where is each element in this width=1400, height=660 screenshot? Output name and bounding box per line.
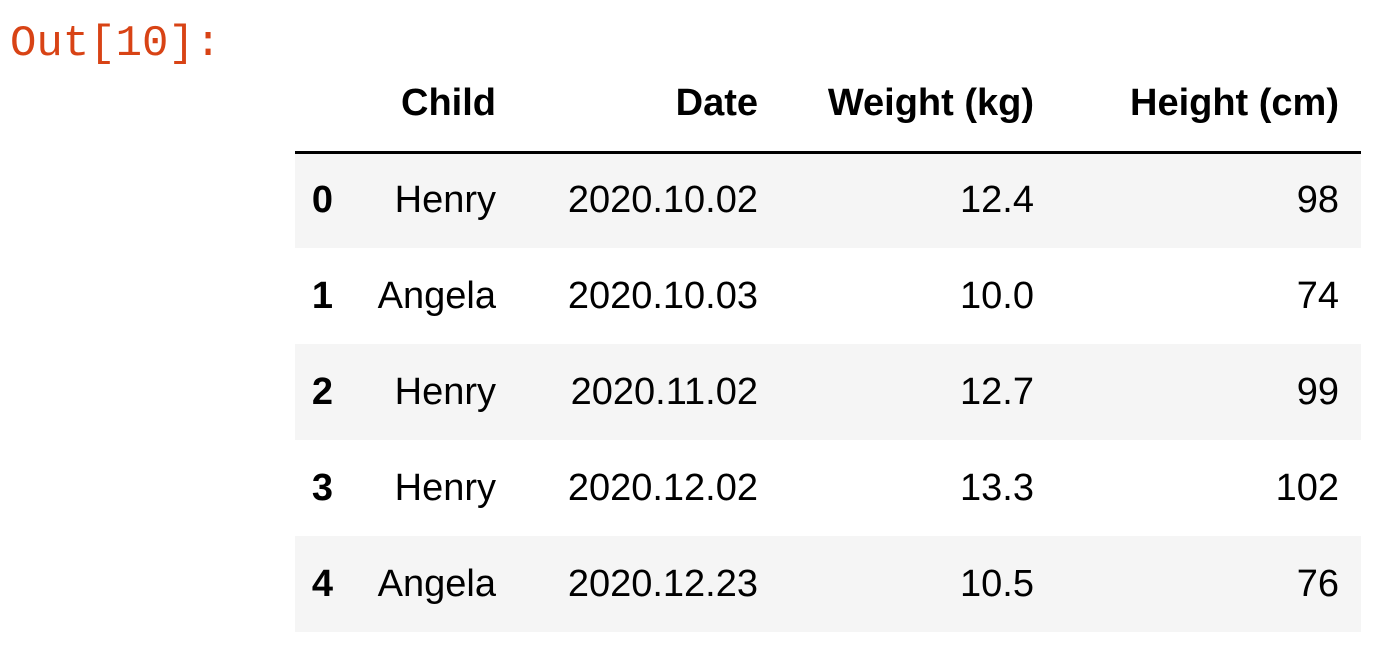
date-cell: 2020.10.03 bbox=[567, 274, 758, 317]
weight-cell: 13.3 bbox=[960, 466, 1034, 509]
child-column-header: Child bbox=[342, 56, 518, 154]
table-row: 0 Henry 2020.10.02 12.4 98 bbox=[295, 152, 1361, 248]
height-cell: 74 bbox=[1296, 274, 1339, 317]
weight-column-header: Weight (kg) bbox=[780, 56, 1056, 154]
row-index: 1 bbox=[311, 274, 334, 317]
weight-cell: 10.5 bbox=[960, 562, 1034, 605]
child-cell: Angela bbox=[377, 562, 496, 605]
row-index: 3 bbox=[311, 466, 334, 509]
table-header-row: Child Date Weight (kg) Height (cm) bbox=[295, 56, 1361, 154]
weight-cell: 10.0 bbox=[960, 274, 1034, 317]
dataframe-table: Child Date Weight (kg) Height (cm) 0 Hen… bbox=[295, 56, 1361, 632]
table-row: 4 Angela 2020.12.23 10.5 76 bbox=[295, 536, 1361, 632]
row-index: 0 bbox=[311, 179, 334, 222]
date-cell: 2020.11.02 bbox=[570, 370, 758, 413]
dataframe-output: Child Date Weight (kg) Height (cm) 0 Hen… bbox=[295, 56, 1361, 632]
child-cell: Henry bbox=[394, 466, 496, 509]
child-cell: Henry bbox=[394, 179, 496, 222]
date-cell: 2020.12.23 bbox=[567, 562, 758, 605]
child-cell: Angela bbox=[377, 274, 496, 317]
height-column-header: Height (cm) bbox=[1056, 56, 1361, 154]
index-column-header bbox=[295, 56, 342, 154]
table-row: 2 Henry 2020.11.02 12.7 99 bbox=[295, 344, 1361, 440]
weight-cell: 12.7 bbox=[960, 370, 1034, 413]
table-row: 1 Angela 2020.10.03 10.0 74 bbox=[295, 248, 1361, 344]
child-cell: Henry bbox=[394, 370, 496, 413]
date-cell: 2020.10.02 bbox=[567, 179, 758, 222]
row-index: 2 bbox=[311, 370, 334, 413]
height-cell: 99 bbox=[1296, 370, 1339, 413]
table-row: 3 Henry 2020.12.02 13.3 102 bbox=[295, 440, 1361, 536]
height-cell: 76 bbox=[1296, 562, 1339, 605]
date-column-header: Date bbox=[518, 56, 780, 154]
row-index: 4 bbox=[311, 562, 334, 605]
weight-cell: 12.4 bbox=[960, 179, 1034, 222]
height-cell: 102 bbox=[1275, 466, 1339, 509]
output-prompt: Out[10]: bbox=[10, 19, 222, 69]
height-cell: 98 bbox=[1296, 179, 1339, 222]
date-cell: 2020.12.02 bbox=[567, 466, 758, 509]
